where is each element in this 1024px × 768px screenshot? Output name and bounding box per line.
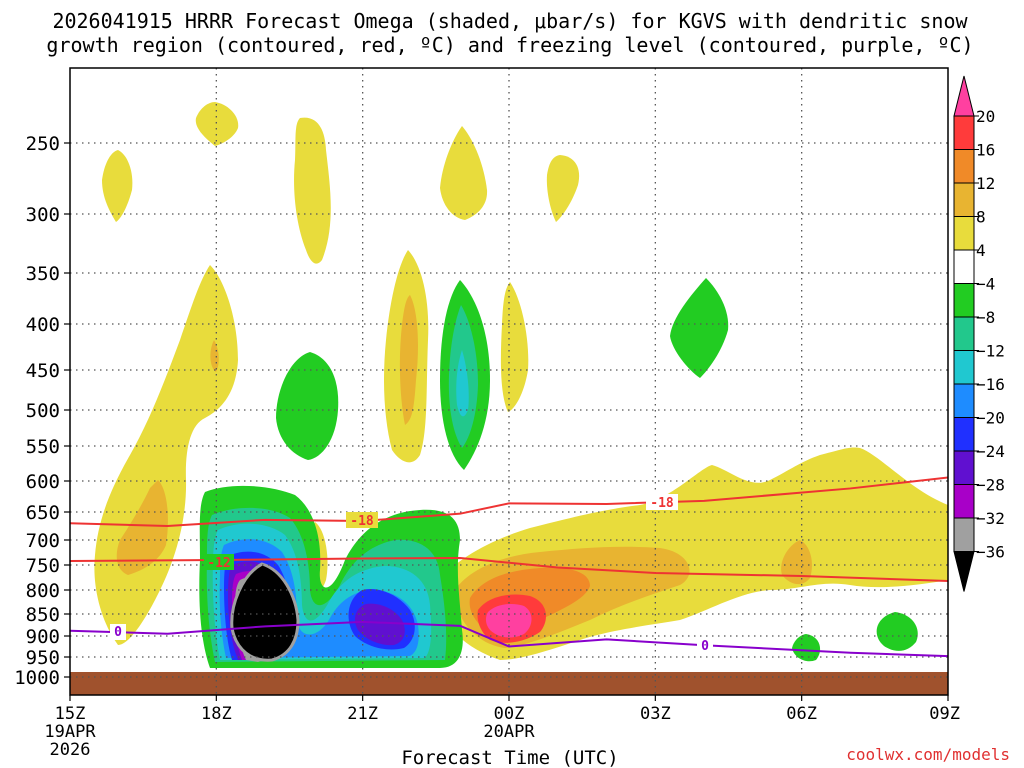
- colorbar-label-8: −16: [976, 375, 1005, 394]
- colorbar-segment-13: [953, 517, 975, 552]
- omega-region-green-low-1: [792, 634, 821, 662]
- omega-region-mid-right: [500, 282, 529, 412]
- omega-region-left-orange: [116, 480, 168, 575]
- colorbar-bottom-arrow: [953, 551, 975, 592]
- y-tick-label-900: 900: [26, 626, 60, 648]
- x-tick-year-0: 2026: [50, 740, 91, 760]
- x-tick-label-2: 21Z: [347, 704, 378, 724]
- colorbar-label-1: 16: [976, 141, 995, 160]
- colorbar-label-12: −32: [976, 509, 1005, 528]
- y-tick-label-550: 550: [26, 436, 60, 458]
- freezing-label-1-text: 0: [114, 625, 122, 640]
- freezing-label-1: 0: [110, 624, 126, 640]
- pressure-axis: 2503003504004505005506006507007508008509…: [14, 133, 70, 689]
- colorbar-segment-10: [953, 417, 975, 452]
- colorbar-segment-3: [953, 182, 975, 217]
- y-tick-label-400: 400: [26, 314, 60, 336]
- dgz-top-label-1-text: -18: [350, 514, 374, 529]
- colorbar-label-7: −12: [976, 342, 1005, 361]
- dgz-top-label-1: -18: [346, 512, 378, 529]
- dgz-bottom-label: -12: [204, 554, 234, 571]
- colorbar-segment-12: [953, 484, 975, 519]
- x-tick-label-1: 18Z: [201, 704, 232, 724]
- colorbar-label-0: 20: [976, 107, 995, 126]
- colorbar-segment-9: [953, 383, 975, 418]
- dgz-top-label-2: -18: [646, 494, 678, 511]
- colorbar-segment-6: [953, 283, 975, 318]
- omega-region-mid-column-orange: [399, 295, 418, 425]
- colorbar-label-9: −20: [976, 409, 1005, 428]
- y-tick-label-850: 850: [26, 604, 60, 626]
- dgz-bottom-label-text: -12: [207, 556, 230, 571]
- omega-region-green-1: [276, 352, 339, 460]
- omega-region-left-orange-2: [210, 340, 219, 372]
- omega-region-upper-2: [195, 102, 239, 146]
- y-tick-label-750: 750: [26, 555, 60, 577]
- colorbar-segment-2: [953, 149, 975, 184]
- freezing-label-2: 0: [697, 638, 713, 654]
- colorbar-label-13: −36: [976, 543, 1005, 562]
- dgz-top-contour-line: [70, 476, 948, 528]
- x-tick-sublabel-0: 19APR: [44, 722, 96, 742]
- omega-region-upper-1: [102, 150, 133, 222]
- omega-shaded-field: [94, 102, 948, 668]
- y-tick-label-300: 300: [26, 204, 60, 226]
- y-tick-label-600: 600: [26, 471, 60, 493]
- omega-region-cyan-2: [456, 350, 469, 417]
- colorbar-segment-5: [953, 249, 975, 284]
- y-tick-label-800: 800: [26, 580, 60, 602]
- colorbar-label-11: −28: [976, 476, 1005, 495]
- x-tick-label-5: 06Z: [786, 704, 817, 724]
- omega-region-upper-3: [294, 117, 331, 264]
- y-tick-label-950: 950: [26, 647, 60, 669]
- site-credit: coolwx.com/models: [846, 745, 1010, 764]
- omega-region-main-indigo-2: [354, 603, 405, 646]
- omega-region-green-low-2: [876, 612, 918, 651]
- omega-colorbar: 20 16 12 8 4 −4 −8 −12 −16 −20 −24 −28 −32 −36: [953, 75, 1005, 592]
- y-tick-label-700: 700: [26, 530, 60, 552]
- y-tick-label-450: 450: [26, 360, 60, 382]
- chart-title-line-1: 2026041915 HRRR Forecast Omega (shaded, …: [52, 9, 968, 33]
- chart-grid: [70, 68, 948, 695]
- x-tick-sublabel-3: 20APR: [483, 722, 535, 742]
- freezing-level-contour-line: [70, 620, 948, 658]
- colorbar-label-4: 4: [976, 241, 986, 260]
- x-tick-label-4: 03Z: [640, 704, 671, 724]
- y-tick-label-250: 250: [26, 133, 60, 155]
- x-tick-label-0: 15Z: [55, 704, 86, 724]
- x-tick-label-6: 09Z: [929, 704, 960, 724]
- dgz-bottom-contour-line: [70, 556, 948, 582]
- y-tick-label-500: 500: [26, 400, 60, 422]
- colorbar-label-5: −4: [976, 275, 995, 294]
- terrain-ground: [70, 672, 948, 695]
- dgz-top-label-2-text: -18: [650, 496, 674, 511]
- colorbar-label-3: 8: [976, 208, 986, 227]
- omega-region-upper-4: [440, 126, 488, 220]
- colorbar-top-arrow: [953, 75, 975, 117]
- colorbar-segment-4: [953, 216, 975, 251]
- colorbar-segment-11: [953, 450, 975, 485]
- omega-region-green-3: [670, 278, 729, 378]
- colorbar-segment-7: [953, 316, 975, 351]
- chart-title-line-2: growth region (contoured, red, ºC) and f…: [46, 33, 973, 57]
- y-tick-label-650: 650: [26, 502, 60, 524]
- y-tick-label-1000: 1000: [14, 667, 60, 689]
- colorbar-segment-1: [953, 115, 975, 150]
- omega-region-main-gray-ring: [230, 562, 300, 662]
- colorbar-label-10: −24: [976, 442, 1005, 461]
- freezing-label-2-text: 0: [701, 639, 709, 654]
- colorbar-segment-8: [953, 350, 975, 385]
- y-tick-label-350: 350: [26, 263, 60, 285]
- omega-region-lower-orange-right: [781, 540, 812, 585]
- x-tick-label-3: 00Z: [494, 704, 525, 724]
- colorbar-label-6: −8: [976, 308, 995, 327]
- colorbar-label-2: 12: [976, 174, 995, 193]
- omega-region-upper-5: [546, 155, 580, 222]
- x-axis-label: Forecast Time (UTC): [401, 747, 618, 768]
